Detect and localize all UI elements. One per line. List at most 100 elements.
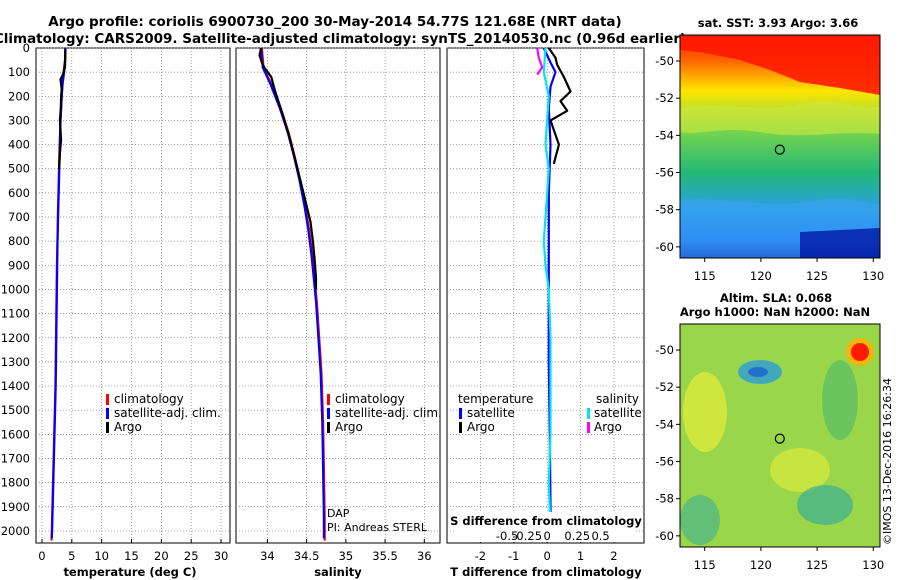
legend-swatch-climatology [106, 394, 109, 405]
salinity-series [258, 47, 326, 541]
sla-green-patch [822, 360, 858, 440]
map-x-tick-label: 130 [862, 269, 884, 283]
y-tick-label: 1200 [1, 331, 30, 345]
x-tick-label: 10 [94, 549, 109, 563]
x-tick-label: -1 [508, 549, 519, 563]
x-tick-label: 0 [544, 549, 551, 563]
salinity-panel-frame [235, 47, 441, 544]
difference-panel-frame [446, 47, 645, 544]
legend-swatch-t-satellite [459, 408, 462, 419]
y-tick-label: 1500 [1, 403, 30, 417]
map-y-tick-label: -50 [655, 343, 674, 357]
x-tick-label: 1 [577, 549, 584, 563]
y-tick-label: 400 [8, 138, 30, 152]
x-tick-label: 15 [124, 549, 139, 563]
salinity-x-label: salinity [314, 565, 362, 579]
y-tick-label: 900 [8, 258, 30, 272]
x-tick-label: -2 [475, 549, 486, 563]
y-tick-label: 800 [8, 234, 30, 248]
legend-label-satellite-adj: satellite-adj. clim. [114, 406, 221, 420]
legend-label-satellite-adj: satellite-adj. clim. [335, 406, 442, 420]
legend-label-s-satellite: satellite [594, 406, 642, 420]
x-tick-label: 34 [260, 549, 275, 563]
s-tick-label: 0.25 [564, 529, 590, 543]
legend-label-argo: Argo [114, 420, 142, 434]
difference-panel: -2 -1 0 1 2 temperature satellite Argo salin… [446, 47, 645, 579]
y-tick-label: 1600 [1, 427, 30, 441]
sst-map-panel: sat. SST: 3.93 Argo: 3.66 115 120 125 130 -5… [655, 16, 884, 283]
argo-location-marker [774, 433, 785, 444]
s-tick-label: 0.5 [591, 529, 609, 543]
sst-field [680, 35, 880, 258]
temperature-panel: 0100200300400500600700800900100011001200… [1, 41, 231, 579]
salinity-panel: 34 34.5 35 35.5 36 climatology satellite-adj… [235, 47, 442, 579]
y-tick-label: 600 [8, 186, 30, 200]
temperature-legend: climatology satellite-adj. clim. Argo [106, 392, 221, 434]
map-y-tick-label: -52 [655, 91, 674, 105]
y-tick-label: 1800 [1, 476, 30, 490]
legend-swatch-t-argo [459, 422, 462, 433]
y-tick-label: 2000 [1, 524, 30, 538]
x-tick-label: 2 [610, 549, 617, 563]
map-x-tick-label: 115 [694, 269, 716, 283]
temperature-grid [36, 47, 230, 543]
legend-swatch-satellite-adj [106, 408, 109, 419]
x-tick-label: 5 [68, 549, 75, 563]
salinity-grid [236, 47, 440, 543]
temperature-x-axis: 0 5 10 15 20 25 30 [38, 539, 228, 563]
map-y-tick-label: -50 [655, 54, 674, 68]
map-y-tick-label: -52 [655, 380, 674, 394]
series-satellite-adj-clim- [260, 47, 325, 539]
legend-swatch-climatology [327, 394, 330, 405]
pi-annotation: PI: Andreas STERL [327, 521, 428, 534]
legend-label-argo: Argo [335, 420, 363, 434]
map-x-tick-label: 115 [694, 558, 716, 572]
legend-label-t-argo: Argo [467, 420, 495, 434]
sst-map-title: sat. SST: 3.93 Argo: 3.66 [698, 16, 858, 30]
map-y-tick-label: -54 [655, 128, 674, 142]
salinity-x-axis: 34 34.5 35 35.5 36 [260, 539, 432, 563]
legend-label-climatology: climatology [114, 392, 184, 406]
sla-lowest-patch [748, 367, 768, 377]
s-axis-background [456, 512, 636, 542]
map-y-tick-label: -60 [655, 240, 674, 254]
difference-grid [447, 47, 644, 543]
legend-label-climatology: climatology [335, 392, 405, 406]
legend-swatch-argo [327, 422, 330, 433]
sst-map-axes: 115 120 125 130 -50 -52 -54 -56 -58 -60 [655, 54, 884, 283]
argo-location-marker [774, 144, 785, 155]
sla-yellow-west [683, 372, 727, 452]
sla-field [680, 324, 880, 547]
series-t-argo [547, 47, 572, 165]
y-tick-label: 1700 [1, 451, 30, 465]
series-argo [57, 49, 67, 169]
x-tick-label: 35.5 [372, 549, 398, 563]
x-tick-label: 20 [154, 549, 169, 563]
x-tick-label: 36 [417, 549, 432, 563]
legend-label-s-argo: Argo [594, 420, 622, 434]
map-y-tick-label: -60 [655, 529, 674, 543]
y-tick-label: 100 [8, 65, 30, 79]
s-tick-label: -0.25 [512, 529, 542, 543]
map-x-tick-label: 120 [750, 269, 772, 283]
difference-legend: temperature satellite Argo salinity sate… [458, 392, 642, 434]
s-difference-label: S difference from climatology [450, 514, 642, 528]
x-tick-label: 0 [38, 549, 45, 563]
map-x-tick-label: 125 [806, 269, 828, 283]
temperature-panel-frame [35, 47, 231, 544]
temperature-x-label: temperature (deg C) [63, 565, 196, 579]
t-difference-x-label: T difference from climatology [450, 565, 642, 579]
s-difference-axis: -0.5-0.25 0 0.25 0.5 [496, 529, 610, 543]
sst-map-frame [679, 34, 881, 259]
map-x-tick-label: 130 [862, 558, 884, 572]
figure-title-line2: Climatology: CARS2009. Satellite-adjuste… [0, 31, 686, 47]
map-y-tick-label: -54 [655, 417, 674, 431]
legend-swatch-satellite-adj [327, 408, 330, 419]
map-x-tick-label: 120 [750, 558, 772, 572]
y-tick-label: 1300 [1, 355, 30, 369]
difference-series [536, 47, 572, 541]
legend-swatch-s-argo [587, 422, 590, 433]
sla-cyan-west [680, 495, 720, 545]
x-tick-label: 25 [184, 549, 199, 563]
